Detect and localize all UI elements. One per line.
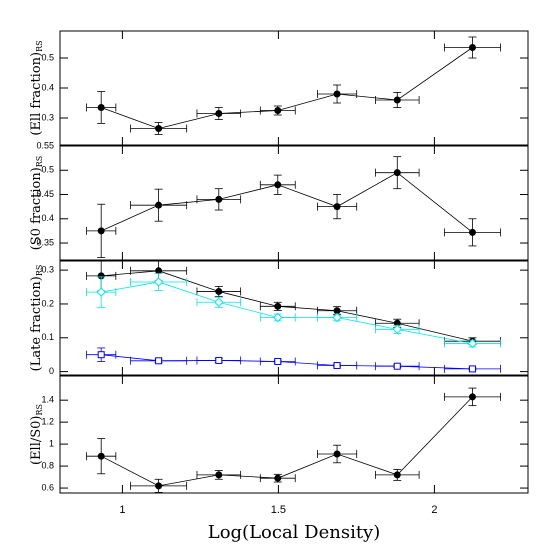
point [97,227,105,235]
x-tick-label: 2 [431,504,437,516]
plot-frame [59,145,529,261]
y-tick-label: 0.1 [41,332,54,342]
y-axis-label-sub: RS [35,404,44,416]
y-axis-label-sub: RS [35,156,44,168]
point [97,104,105,111]
y-axis-label: (Ell fraction)RS [29,40,45,135]
y-tick-label: 0.35 [36,237,54,247]
point [155,357,163,365]
y-tick-label: 1.4 [41,395,54,405]
point [333,450,341,458]
y-axis-label: (Late fraction)RS [29,265,45,372]
point [215,195,223,203]
y-axis-label-text: (Late fraction) [29,276,44,371]
y-tick-label: 0 [49,366,54,376]
point [333,90,341,98]
point [468,44,476,51]
point [468,393,476,401]
y-tick-label: 0.3 [41,265,54,275]
point [215,287,223,295]
y-tick-label: 1.2 [41,417,54,427]
point [333,362,341,370]
point [215,471,223,479]
point [215,356,223,364]
point [467,338,478,349]
x-axis-label: Log(Local Density) [208,522,381,543]
plot-frame [59,260,529,376]
point [393,169,401,177]
y-tick-label: 0.5 [41,52,54,62]
y-tick-label: 0.2 [41,298,54,308]
point [274,107,282,114]
y-tick-label: 0.5 [41,165,54,175]
point [155,267,163,275]
point [274,181,282,189]
point [96,287,106,297]
y-tick-label: 0.4 [41,213,54,223]
point [155,482,163,490]
point [153,277,164,287]
point [332,312,342,323]
point [215,110,223,117]
x-tick-label: 1 [119,504,125,516]
point [97,452,105,460]
point [333,307,341,315]
y-axis-label-text: (Ell/S0) [29,416,44,466]
y-tick-label: 0.8 [41,460,54,470]
point [214,297,224,307]
point [155,201,163,209]
series-line [101,396,473,487]
x-tick-label: 1.5 [271,504,286,516]
point [333,203,341,211]
point [273,312,283,323]
point [97,351,105,359]
y-tick-label: 0.55 [36,140,54,150]
y-axis-label: (S0 fraction)RS [29,156,45,251]
point [468,228,476,236]
point [393,362,401,370]
point [274,357,282,365]
y-axis-label-sub: RS [35,265,44,277]
y-axis-label-text: (S0 fraction) [29,167,44,250]
point [274,302,282,310]
point [155,125,163,132]
series-line [101,281,473,344]
y-tick-label: 1 [49,438,54,448]
y-axis-label-sub: RS [35,40,44,52]
y-tick-label: 0.45 [36,189,54,199]
plot-frame [59,375,529,494]
point [392,324,402,335]
series-line [101,47,473,129]
y-axis-label-text: (Ell fraction) [29,52,44,136]
point [393,471,401,479]
point [274,474,282,482]
point [97,272,105,280]
point [468,365,476,373]
y-tick-label: 0.4 [41,82,54,92]
y-tick-label: 0.3 [41,112,54,122]
y-axis-label: (Ell/S0)RS [29,404,45,465]
y-tick-label: 0.6 [41,482,54,492]
point [393,96,401,104]
